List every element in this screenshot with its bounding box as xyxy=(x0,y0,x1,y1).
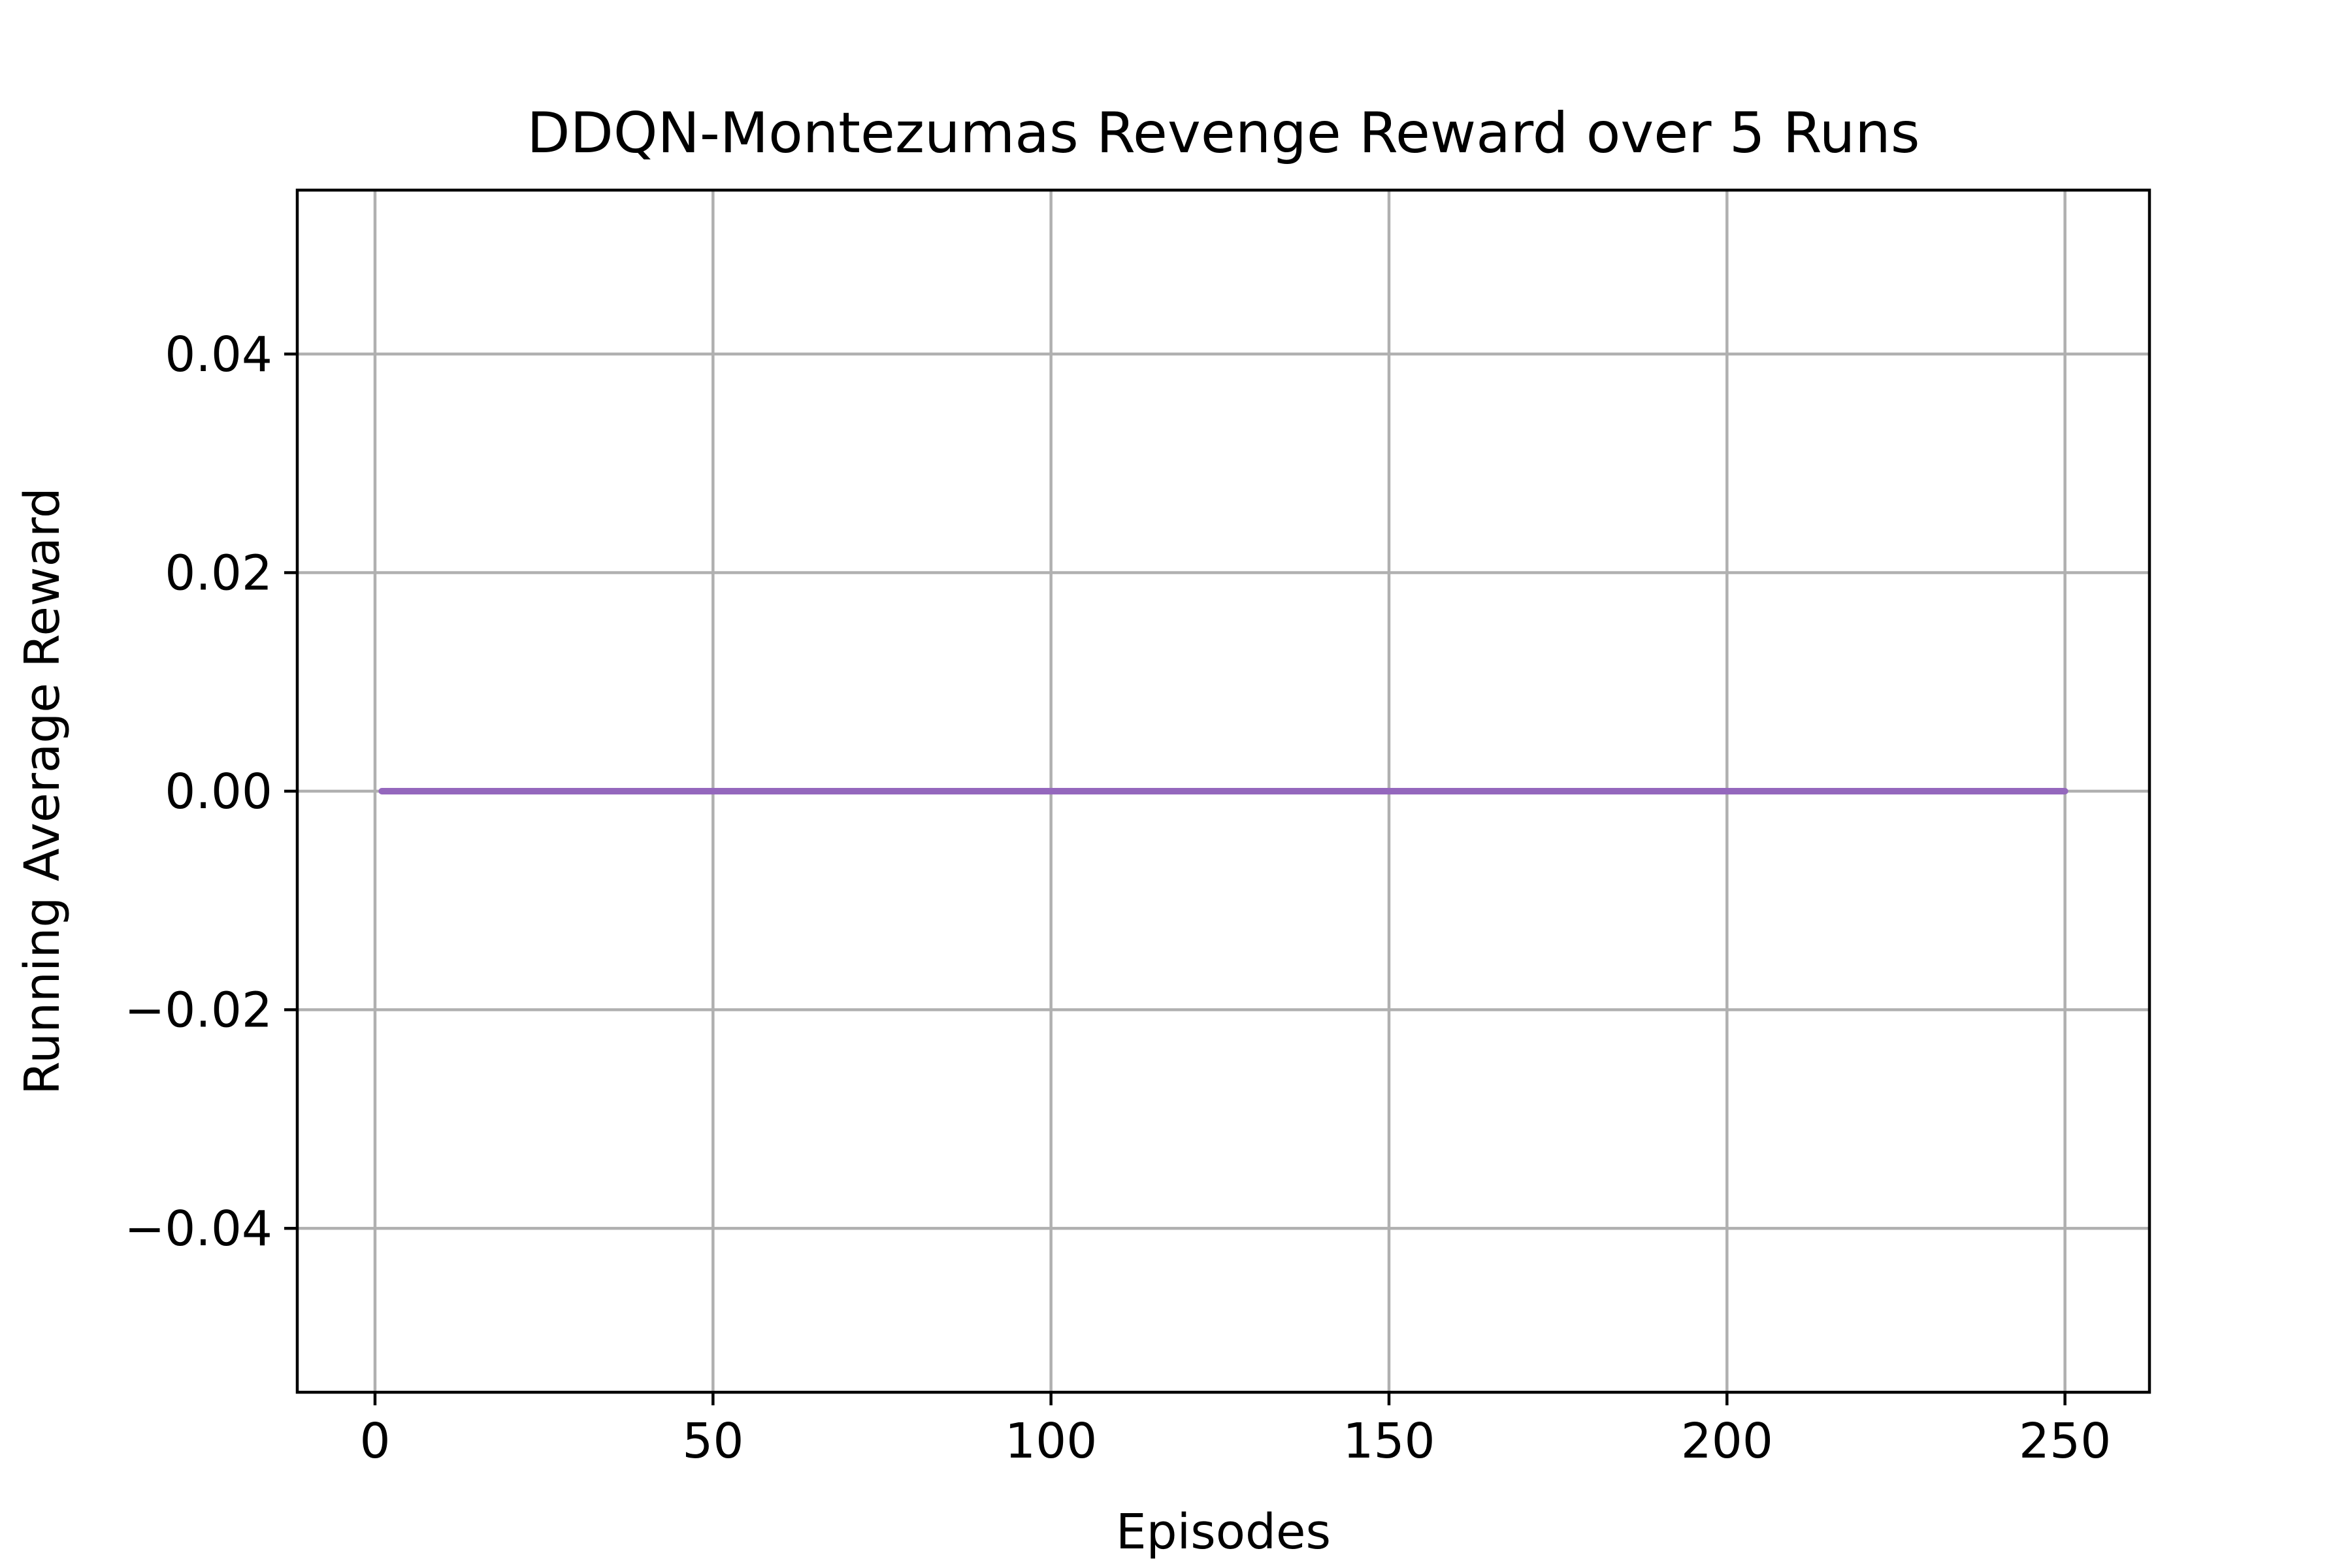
x-axis-label: Episodes xyxy=(1116,1504,1331,1560)
chart-title: DDQN-Montezumas Revenge Reward over 5 Ru… xyxy=(527,101,1919,166)
y-tick-label: 0.04 xyxy=(165,327,272,383)
y-tick-label: −0.02 xyxy=(124,983,272,1039)
y-tick-label: 0.02 xyxy=(165,545,272,601)
x-tick-label: 200 xyxy=(1681,1413,1773,1469)
x-tick-label: 0 xyxy=(359,1413,390,1469)
x-tick-label: 250 xyxy=(2019,1413,2111,1469)
y-axis-label: Running Average Reward xyxy=(14,487,71,1095)
y-tick-label: 0.00 xyxy=(165,764,272,820)
x-tick-label: 50 xyxy=(682,1413,743,1469)
ticks: 0 50 100 150 200 250 −0.04 −0.02 0.00 0.02 0.04 xyxy=(124,327,2111,1469)
y-tick-label: −0.04 xyxy=(124,1201,272,1257)
x-tick-label: 100 xyxy=(1005,1413,1097,1469)
x-tick-label: 150 xyxy=(1343,1413,1435,1469)
